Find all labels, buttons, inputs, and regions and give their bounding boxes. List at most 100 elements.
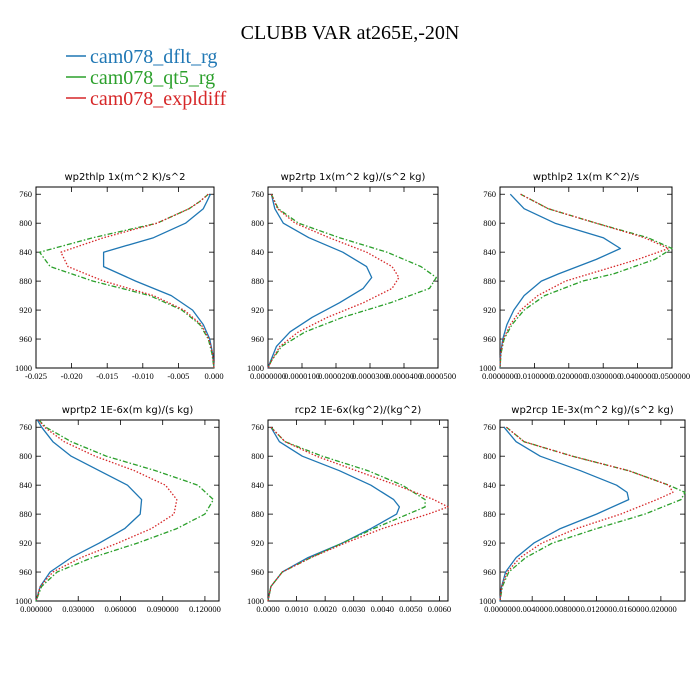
- x-tick-label: -0.015: [96, 371, 118, 381]
- x-tick-label: 0.0100000: [516, 371, 552, 381]
- x-tick-label: 0.0000400: [386, 371, 422, 381]
- y-tick-label: 960: [251, 567, 264, 577]
- x-tick-label: 0.090000: [147, 604, 179, 614]
- y-tick-label: 840: [483, 247, 496, 257]
- x-tick-label: -0.020: [61, 371, 83, 381]
- panel-title-wp2rcp: wp2rcp 1E-3x(m^2 kg)/(s^2 kg): [511, 405, 674, 416]
- x-tick-label: 0.0000200: [318, 371, 354, 381]
- y-tick-label: 920: [483, 305, 496, 315]
- series-line-cam078_qt5_rg: [38, 193, 215, 369]
- panels: wp2thlp 1x(m^2 K)/s^2 760 800 840 880 920 960 1…: [15, 172, 690, 614]
- series-line-cam078_dflt_rg: [102, 193, 215, 369]
- y-tick-label: 840: [483, 480, 496, 490]
- series-line-cam078_expldiff: [499, 426, 674, 602]
- x-tick-label: 0.020000: [645, 604, 677, 614]
- x-tick-label: 0.0000000: [250, 371, 286, 381]
- x-tick-label: 0.0000: [256, 604, 279, 614]
- panel-title-wpthlp2: wpthlp2 1x(m K^2)/s: [533, 172, 639, 183]
- y-tick-label: 800: [19, 218, 32, 228]
- y-tick-label: 800: [251, 218, 264, 228]
- x-tick-label: 0.000000: [20, 604, 52, 614]
- panel-title-wp2rtp: wp2rtp 1x(m^2 kg)/(s^2 kg): [281, 172, 426, 183]
- y-tick-label: 960: [251, 334, 264, 344]
- x-tick-label: 0.0010: [285, 604, 308, 614]
- x-tick-label: 0.0000500: [420, 371, 456, 381]
- y-tick-label: 760: [483, 422, 496, 432]
- series-line-cam078_qt5_rg: [35, 419, 215, 602]
- series-line-cam078_qt5_rg: [267, 193, 437, 369]
- series-line-cam078_dflt_rg: [499, 193, 622, 369]
- plot-frame: [35, 186, 215, 369]
- x-tick-label: 0.0020: [313, 604, 336, 614]
- x-tick-label: 0.0000000: [482, 371, 518, 381]
- series-line-cam078_dflt_rg: [35, 419, 143, 602]
- y-tick-label: 920: [19, 538, 32, 548]
- plot-frame: [267, 186, 439, 369]
- y-tick-label: 960: [19, 334, 32, 344]
- x-tick-label: 0.0000100: [284, 371, 320, 381]
- y-tick-label: 840: [251, 480, 264, 490]
- y-tick-label: 760: [251, 422, 264, 432]
- y-tick-label: 880: [483, 276, 496, 286]
- x-tick-label: 0.0500000: [654, 371, 690, 381]
- panel-title-wprtp2: wprtp2 1E-6x(m kg)/(s kg): [62, 405, 194, 416]
- y-tick-label: 800: [251, 451, 264, 461]
- x-tick-label: 0.0040: [371, 604, 394, 614]
- series-line-cam078_qt5_rg: [499, 426, 686, 602]
- panel-rcp2: rcp2 1E-6x(kg^2)/(kg^2) 760 800 840 880 920 96…: [247, 405, 451, 614]
- y-tick-label: 1000: [15, 596, 32, 606]
- y-tick-label: 920: [251, 305, 264, 315]
- y-tick-label: 1000: [479, 363, 496, 373]
- panel-wpthlp2: wpthlp2 1x(m K^2)/s 760 800 840 880 920 960 100…: [479, 172, 690, 381]
- y-tick-label: 1000: [15, 363, 32, 373]
- x-tick-label: 0.0000300: [352, 371, 388, 381]
- y-tick-label: 960: [483, 334, 496, 344]
- y-tick-label: 960: [19, 567, 32, 577]
- x-tick-label: 0.008000: [548, 604, 580, 614]
- series-line-cam078_expldiff: [35, 419, 178, 602]
- y-tick-label: 760: [19, 189, 32, 199]
- x-tick-label: 0.030000: [62, 604, 94, 614]
- y-tick-label: 880: [19, 509, 32, 519]
- y-tick-label: 800: [483, 451, 496, 461]
- panel-wp2rcp: wp2rcp 1E-3x(m^2 kg)/(s^2 kg) 760 800 840 88…: [479, 405, 686, 614]
- y-tick-label: 920: [483, 538, 496, 548]
- y-tick-label: 920: [19, 305, 32, 315]
- x-tick-label: 0.120000: [189, 604, 221, 614]
- x-tick-label: 0.0030: [342, 604, 365, 614]
- x-tick-label: 0.0400000: [620, 371, 656, 381]
- x-tick-label: 0.0060: [428, 604, 451, 614]
- y-tick-label: 760: [251, 189, 264, 199]
- x-tick-label: 0.000: [204, 371, 223, 381]
- y-tick-label: 840: [251, 247, 264, 257]
- x-tick-label: 0.004000: [516, 604, 548, 614]
- x-tick-label: 0.0200000: [551, 371, 587, 381]
- series-line-cam078_expldiff: [499, 193, 670, 369]
- x-tick-label: 0.060000: [105, 604, 137, 614]
- series-line-cam078_expldiff: [60, 193, 215, 369]
- y-tick-label: 760: [19, 422, 32, 432]
- y-tick-label: 1000: [247, 596, 264, 606]
- y-tick-label: 1000: [247, 363, 264, 373]
- panel-wp2rtp: wp2rtp 1x(m^2 kg)/(s^2 kg) 760 800 840 880 92…: [247, 172, 456, 381]
- y-tick-label: 840: [19, 480, 32, 490]
- x-tick-label: 0.0050: [399, 604, 422, 614]
- x-tick-label: 0.000000: [484, 604, 516, 614]
- plot-frame: [499, 419, 686, 602]
- x-tick-label: -0.025: [25, 371, 47, 381]
- plot-frame: [499, 186, 673, 369]
- x-tick-label: 0.012000: [581, 604, 613, 614]
- x-tick-label: 0.0300000: [585, 371, 621, 381]
- y-tick-label: 1000: [479, 596, 496, 606]
- x-tick-label: -0.010: [132, 371, 154, 381]
- plot-frame: [35, 419, 220, 602]
- y-tick-label: 800: [483, 218, 496, 228]
- legend-label-dflt: cam078_dflt_rg: [90, 46, 217, 68]
- legend: cam078_dflt_rg cam078_qt5_rg cam078_expl…: [66, 46, 227, 110]
- panel-title-wp2thlp: wp2thlp 1x(m^2 K)/s^2: [64, 172, 185, 183]
- series-line-cam078_dflt_rg: [267, 426, 401, 602]
- panel-wprtp2: wprtp2 1E-6x(m kg)/(s kg) 760 800 840 880 920…: [15, 405, 221, 614]
- panel-wp2thlp: wp2thlp 1x(m^2 K)/s^2 760 800 840 880 920 960 1…: [15, 172, 224, 381]
- legend-label-qt5: cam078_qt5_rg: [90, 67, 215, 89]
